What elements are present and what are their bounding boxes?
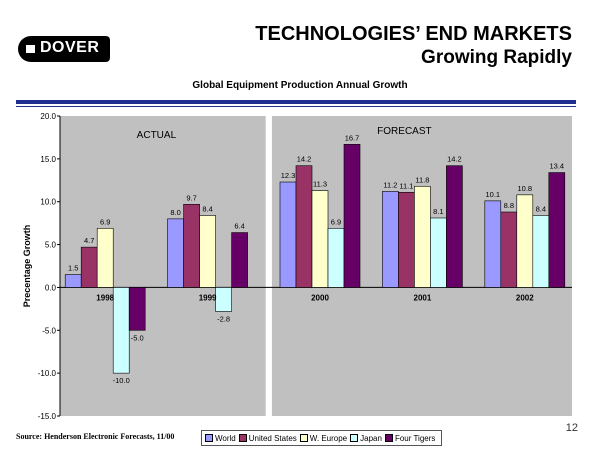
bar xyxy=(279,181,297,288)
bar xyxy=(414,185,431,288)
legend-item: W. Europe xyxy=(299,433,348,443)
bar xyxy=(295,165,313,288)
y-tick-label: 20.0 xyxy=(40,112,56,121)
y-axis-label: Precentage Growth xyxy=(22,225,32,308)
legend-item: Four Tigers xyxy=(384,433,436,443)
legend-item: Japan xyxy=(350,434,382,443)
data-label: 8.4 xyxy=(202,204,212,213)
x-tick-label: 2002 xyxy=(516,293,534,302)
data-label: 9.7 xyxy=(186,193,196,202)
bar xyxy=(64,274,82,288)
data-label: 4.7 xyxy=(84,236,94,245)
y-tick-label: -5.0 xyxy=(42,326,56,335)
logo-notch xyxy=(26,45,35,53)
annotation-actual: ACTUAL xyxy=(137,130,177,141)
y-tick-label: 0.0 xyxy=(45,283,57,292)
legend-swatch xyxy=(299,434,308,442)
data-label: 6.4 xyxy=(234,222,244,231)
bar xyxy=(484,200,502,288)
data-label: 8.0 xyxy=(170,208,180,217)
bar xyxy=(500,211,518,288)
bar xyxy=(80,246,98,288)
x-tick-label: 2001 xyxy=(414,293,432,302)
data-label: 16.7 xyxy=(345,133,360,142)
x-tick-label: 1999 xyxy=(199,293,217,302)
y-tick-label: -15.0 xyxy=(38,412,57,421)
legend-item: United States xyxy=(238,433,297,443)
data-label: 12.3 xyxy=(281,171,296,180)
page-subtitle: Growing Rapidly xyxy=(421,47,572,68)
data-label: 11.2 xyxy=(383,180,397,189)
bar xyxy=(548,172,566,288)
legend-label: W. Europe xyxy=(309,433,348,443)
bar xyxy=(343,143,361,288)
chart-legend: World United States W. Europe Japan Four Tig… xyxy=(201,430,443,446)
data-label: 13.4 xyxy=(549,162,564,171)
data-label: 6.9 xyxy=(331,217,341,226)
bar xyxy=(231,232,248,288)
legend-label: World xyxy=(215,433,236,443)
bar xyxy=(199,215,216,288)
header-rule-thin xyxy=(16,106,576,107)
data-label: 8.1 xyxy=(433,207,443,216)
bar xyxy=(516,194,534,288)
bar xyxy=(183,203,200,288)
logo-text: DOVER xyxy=(40,39,100,56)
source-note: Source: Henderson Electronic Forecasts, … xyxy=(16,432,175,441)
legend-swatch xyxy=(350,434,359,442)
bar xyxy=(128,287,146,331)
data-label: 14.2 xyxy=(297,155,312,164)
dover-logo: DOVER xyxy=(18,36,110,62)
chart-title: Global Equipment Production Annual Growt… xyxy=(192,80,408,91)
page-number: 12 xyxy=(565,422,578,434)
bar xyxy=(327,227,345,288)
legend-item: World xyxy=(205,434,236,443)
data-label: 8.4 xyxy=(536,204,546,213)
data-label: 10.1 xyxy=(485,190,500,199)
legend-label: United States xyxy=(248,433,297,443)
legend-swatch xyxy=(205,434,213,442)
y-tick-label: -10.0 xyxy=(38,369,57,378)
y-tick-label: 15.0 xyxy=(40,155,56,164)
header-rule xyxy=(16,100,576,104)
bar xyxy=(96,227,114,288)
bar xyxy=(532,215,550,288)
y-tick-label: 5.0 xyxy=(45,241,57,250)
data-label: -5.0 xyxy=(131,333,144,342)
legend-label: Japan xyxy=(360,433,382,443)
y-tick-label: 10.0 xyxy=(40,198,56,207)
annotation-forecast: FORECAST xyxy=(377,126,431,137)
data-label: -10.0 xyxy=(113,376,130,385)
data-label: 10.8 xyxy=(517,184,532,193)
legend-swatch xyxy=(384,434,393,442)
bar xyxy=(167,218,184,288)
data-label: -2.8 xyxy=(217,314,230,323)
data-label: 8.8 xyxy=(504,201,514,210)
bar xyxy=(398,191,415,288)
page-title: TECHNOLOGIES’ END MARKETS xyxy=(255,23,572,45)
x-tick-label: 2000 xyxy=(311,293,329,302)
legend-swatch xyxy=(238,434,247,442)
legend-label: Four Tigers xyxy=(394,433,436,443)
data-label: 1.5 xyxy=(68,264,78,273)
bar xyxy=(311,190,329,288)
bar xyxy=(382,191,399,288)
data-label: 11.8 xyxy=(415,175,429,184)
data-label: 11.1 xyxy=(399,181,413,190)
bar xyxy=(446,165,463,288)
data-label: 14.2 xyxy=(447,155,462,164)
bar xyxy=(112,287,130,374)
bar xyxy=(215,287,232,312)
data-label: 6.9 xyxy=(100,217,110,226)
bar xyxy=(430,217,447,288)
x-tick-label: 1998 xyxy=(96,293,114,302)
data-label: 11.3 xyxy=(313,180,327,189)
